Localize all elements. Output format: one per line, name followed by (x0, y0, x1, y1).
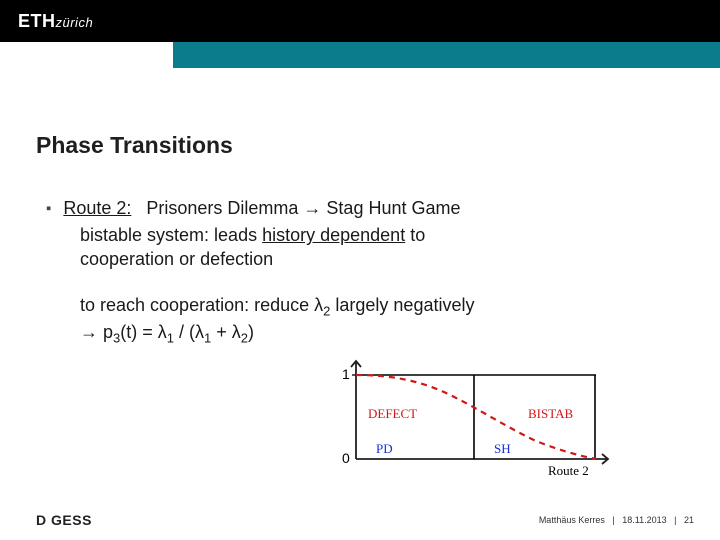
route-label: Route 2: (63, 198, 131, 218)
footer-sep-1: | (612, 515, 614, 525)
sub1-pre: bistable system: leads (80, 225, 262, 245)
footer: D GESS Matthäus Kerres | 18.11.2013 | 21 (0, 512, 720, 528)
footer-sep-2: | (674, 515, 676, 525)
reach-sub-d: 2 (241, 331, 248, 346)
logo-sub: zürich (56, 15, 94, 30)
phase-diagram-svg: 1 0 /* sync x2 */ DEFECT BISTAB PD SH Ro… (296, 355, 626, 490)
sub1-post: to (405, 225, 425, 245)
reach-line-2: → p3(t) = λ1 / (λ1 + λ2) (80, 320, 684, 347)
sub1-mid: history dependent (262, 225, 405, 245)
bullet-sublines: bistable system: leads history dependent… (36, 224, 684, 271)
reach-p: p (103, 322, 113, 342)
y-tick-bot-label: 0 (342, 450, 350, 466)
phase-diagram: 1 0 /* sync x2 */ DEFECT BISTAB PD SH Ro… (296, 355, 626, 490)
reach-l1-pre: to reach cooperation: reduce λ (80, 295, 323, 315)
defect-label: DEFECT (368, 406, 417, 421)
reach-sub-b: 1 (167, 331, 174, 346)
slide-content: Phase Transitions ▪ Route 2: Prisoners D… (0, 42, 720, 490)
reach-mid2: / (λ (174, 322, 204, 342)
y-tick-top-label: 1 (342, 366, 350, 382)
sh-label: SH (494, 441, 511, 456)
accent-bar (173, 42, 720, 68)
dgess-logo: D GESS (36, 512, 92, 528)
footer-date: 18.11.2013 (622, 515, 666, 525)
route-body: Prisoners Dilemma → Stag Hunt Game (146, 198, 460, 218)
reach-l1-post: largely negatively (330, 295, 474, 315)
bistab-label: BISTAB (528, 406, 574, 421)
x-axis-arrow (596, 454, 608, 464)
footer-page: 21 (684, 515, 694, 525)
route-line: Route 2: Prisoners Dilemma → Stag Hunt G… (63, 197, 460, 220)
logo-main: ETH (18, 11, 56, 31)
reach-line-1: to reach cooperation: reduce λ2 largely … (80, 293, 684, 320)
bullet-marker: ▪ (46, 200, 51, 217)
reach-block: to reach cooperation: reduce λ 2 largely … (36, 293, 684, 347)
reach-arrow: → (80, 322, 103, 342)
x-axis-label: Route 2 (548, 463, 589, 478)
header-bar: ETHzürich (0, 0, 720, 42)
reach-close: ) (248, 322, 254, 342)
slide-title: Phase Transitions (36, 132, 684, 159)
footer-author: Matthäus Kerres (539, 515, 605, 525)
bullet-body: Route 2: Prisoners Dilemma → Stag Hunt G… (63, 197, 460, 224)
reach-lam2: λ (232, 322, 241, 342)
reach-mid1: (t) = λ (120, 322, 167, 342)
bullet-row: ▪ Route 2: Prisoners Dilemma → Stag Hunt… (46, 197, 684, 224)
pd-label: PD (376, 441, 393, 456)
reach-plus: + (211, 322, 232, 342)
eth-logo: ETHzürich (18, 11, 93, 32)
y-axis-arrow (351, 361, 361, 373)
subline-1: bistable system: leads history dependent… (80, 224, 684, 247)
subline-2: cooperation or defection (80, 248, 684, 271)
footer-meta: Matthäus Kerres | 18.11.2013 | 21 (539, 515, 694, 525)
